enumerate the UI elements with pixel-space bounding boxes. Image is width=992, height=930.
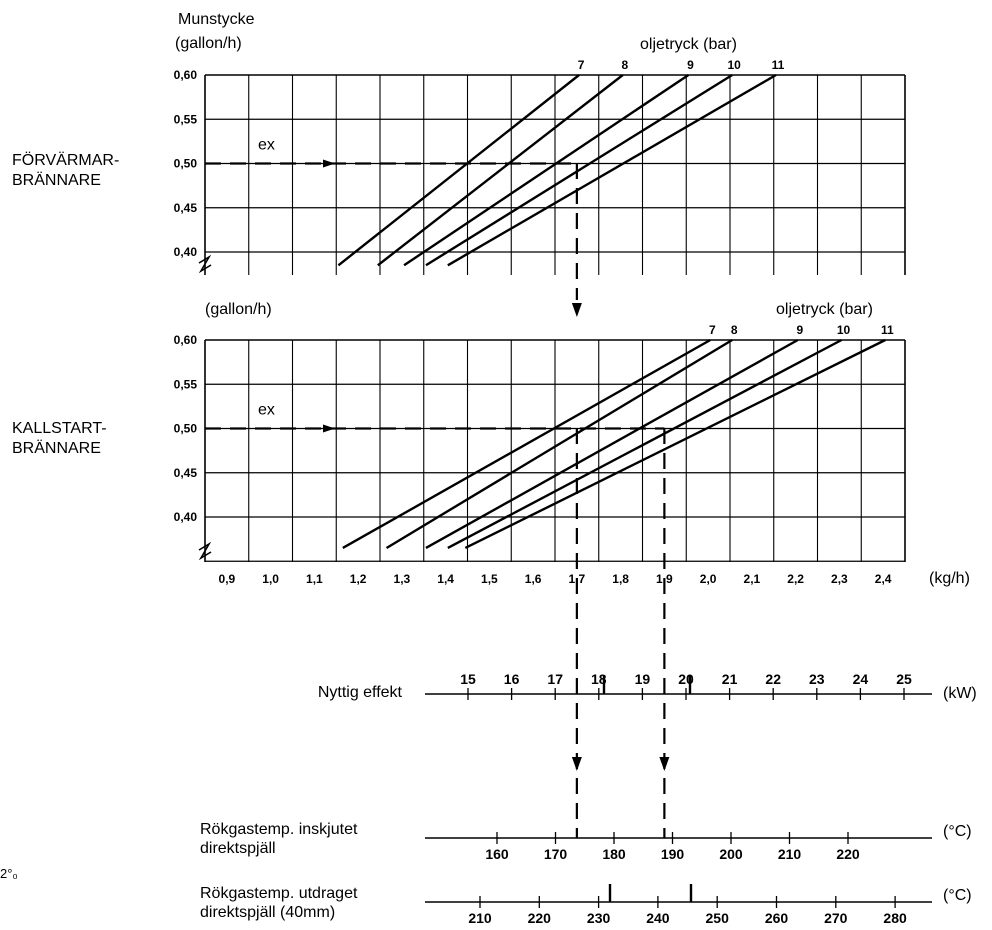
scale-unit: (°C): [943, 887, 972, 904]
scale-tick-label: 220: [836, 846, 860, 862]
axis-break-mark: [198, 254, 212, 274]
pressure-line-label: 7: [578, 58, 585, 72]
pressure-line: [337, 74, 580, 267]
scale-unit: (kW): [943, 685, 977, 702]
x-tick-label: 0,9: [219, 572, 236, 586]
y-axis-unit: (gallon/h): [175, 35, 242, 52]
scale-tick-label: 230: [587, 910, 611, 926]
scale-tick-label: 170: [544, 846, 568, 862]
scale-tick-label: 210: [778, 846, 802, 862]
y-tick-label: 0,60: [174, 68, 198, 82]
pressure-line-label: 7: [709, 323, 716, 337]
scale-tick-label: 17: [547, 671, 563, 687]
y-tick-label: 0,40: [174, 510, 198, 524]
pressure-title: oljetryck (bar): [776, 301, 873, 318]
y-tick-label: 0,45: [174, 201, 198, 215]
scale-label: Nyttig effekt: [318, 684, 403, 701]
pressure-line: [425, 73, 733, 267]
panel-side-label: BRÄNNARE: [12, 439, 101, 457]
x-axis-unit: (kg/h): [929, 570, 970, 587]
projection-arrow-down: [659, 757, 670, 771]
pressure-line: [447, 73, 777, 267]
x-tick-label: 1,2: [350, 572, 367, 586]
pressure-title: oljetryck (bar): [640, 36, 737, 53]
scale-tick-label: 250: [706, 910, 730, 926]
pressure-line-label: 11: [772, 58, 785, 72]
y-tick-label: 0,50: [174, 422, 198, 436]
x-tick-label: 1,5: [481, 572, 498, 586]
projection-arrow-down: [571, 757, 582, 771]
axis-break-mark: [198, 541, 212, 561]
y-tick-label: 0,45: [174, 466, 198, 480]
pressure-line: [342, 338, 711, 550]
x-tick-label: 2,4: [875, 572, 892, 586]
scale-tick-label: 240: [646, 910, 670, 926]
scale-tick-label: 22: [765, 671, 781, 687]
pressure-line: [425, 338, 799, 550]
scale-unit: (°C): [943, 823, 972, 840]
pressure-line-label: 10: [728, 58, 742, 72]
pressure-line-label: 8: [621, 58, 628, 72]
x-tick-label: 1,6: [525, 572, 542, 586]
y-tick-label: 0,50: [174, 157, 198, 171]
scale-tick-label: 25: [896, 671, 912, 687]
scale-label: direktspjäll (40mm): [200, 904, 335, 921]
scale-label: direktspjäll: [200, 840, 276, 857]
y-axis-unit: (gallon/h): [205, 301, 272, 318]
y-tick-label: 0,40: [174, 245, 198, 259]
x-tick-label: 2,1: [744, 572, 761, 586]
example-label: ex: [258, 402, 275, 419]
pressure-line: [385, 338, 733, 550]
y-tick-label: 0,55: [174, 112, 198, 126]
pressure-line-label: 10: [837, 323, 851, 337]
scale-tick-label: 160: [485, 846, 509, 862]
example-label: ex: [258, 137, 275, 154]
pressure-line: [464, 338, 886, 550]
pressure-line-label: 8: [731, 323, 738, 337]
panel-side-label: BRÄNNARE: [12, 171, 101, 189]
x-tick-label: 2,3: [831, 572, 848, 586]
pressure-line: [403, 74, 690, 267]
x-tick-label: 1,0: [262, 572, 279, 586]
scale-tick-label: 190: [661, 846, 685, 862]
x-tick-label: 1,8: [612, 572, 629, 586]
x-tick-label: 2,0: [700, 572, 717, 586]
pressure-line: [447, 338, 843, 550]
scale-tick-label: 260: [765, 910, 789, 926]
x-tick-label: 1,3: [394, 572, 411, 586]
pressure-line: [377, 74, 624, 267]
pressure-line-label: 11: [881, 323, 894, 337]
scale-tick-label: 24: [853, 671, 869, 687]
scale-label: Rökgastemp. utdraget: [200, 885, 358, 902]
scale-tick-label: 180: [602, 846, 626, 862]
x-tick-label: 1,1: [306, 572, 323, 586]
x-tick-label: 1,4: [437, 572, 454, 586]
pressure-line-label: 9: [687, 58, 694, 72]
y-tick-label: 0,55: [174, 377, 198, 391]
example-arrow-right: [323, 159, 335, 168]
scale-tick-label: 21: [722, 671, 738, 687]
scale-tick-label: 20: [678, 671, 694, 687]
x-tick-label: 2,2: [787, 572, 804, 586]
projection-arrow-down: [571, 303, 582, 317]
scale-tick-label: 270: [824, 910, 848, 926]
scale-tick-label: 220: [528, 910, 552, 926]
pressure-line-label: 9: [796, 323, 803, 337]
scale-tick-label: 16: [504, 671, 520, 687]
example-arrow-right: [323, 424, 335, 433]
scale-tick-label: 280: [883, 910, 907, 926]
y-tick-label: 0,60: [174, 333, 198, 347]
panel-side-label: FÖRVÄRMAR-: [12, 151, 119, 169]
scale-tick-label: 200: [719, 846, 743, 862]
y-axis-title: Munstycke: [178, 11, 255, 28]
scale-tick-label: 23: [809, 671, 825, 687]
scale-tick-label: 210: [468, 910, 492, 926]
scale-label: Rökgastemp. inskjutet: [200, 821, 358, 838]
panel-side-label: KALLSTART-: [12, 420, 107, 437]
scale-tick-label: 15: [460, 671, 476, 687]
stray-mark: 2°₀: [0, 866, 18, 881]
scale-tick-label: 19: [635, 671, 651, 687]
